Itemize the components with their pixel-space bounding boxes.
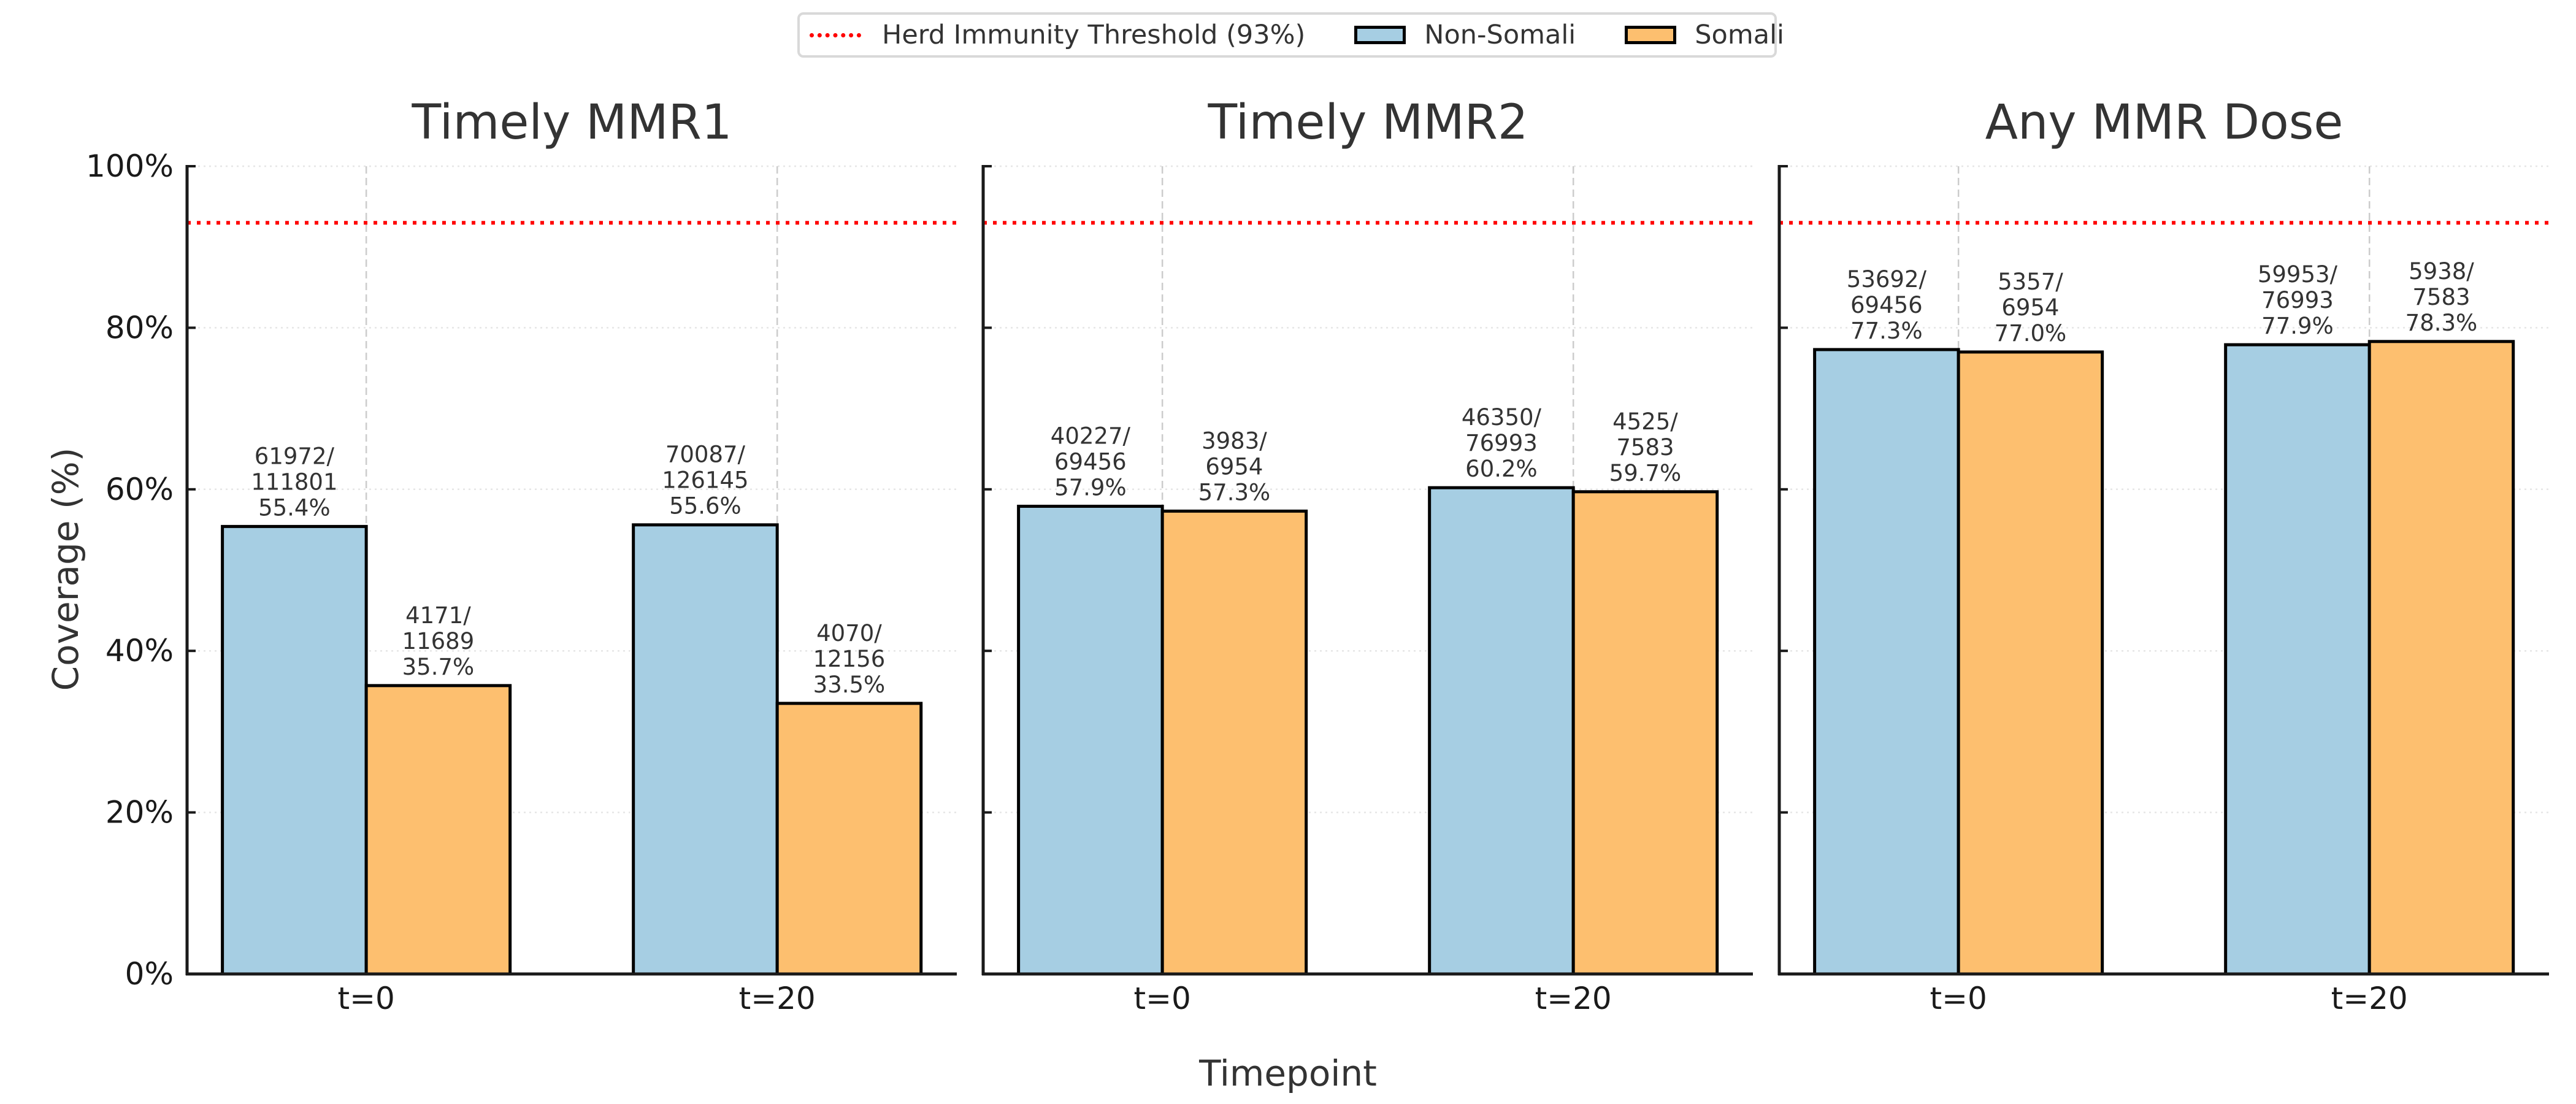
data-label-line: 59.7% bbox=[1609, 460, 1682, 486]
legend-label: Somali bbox=[1695, 20, 1784, 50]
bar-somali-t=20 bbox=[775, 702, 923, 976]
data-label-line: 57.9% bbox=[1054, 474, 1127, 500]
data-label: 70087/126145 55.6% bbox=[662, 442, 748, 519]
bar-somali-t=20 bbox=[1571, 490, 1719, 976]
data-label-line: 12156 bbox=[813, 646, 886, 672]
data-label-line: 76993 bbox=[2261, 287, 2334, 313]
data-label-line: 6954 bbox=[1205, 453, 1263, 480]
data-label: 4070/12156 33.5% bbox=[813, 620, 886, 698]
legend-label: Herd Immunity Threshold (93%) bbox=[882, 20, 1306, 50]
data-label-line: 77.0% bbox=[1995, 320, 2067, 347]
data-label: 4525/7583 59.7% bbox=[1609, 408, 1682, 486]
data-label-line: 69456 bbox=[1054, 448, 1127, 475]
data-label: 40227/69456 57.9% bbox=[1051, 423, 1131, 500]
data-label: 53692/69456 77.3% bbox=[1847, 266, 1927, 344]
x-tick-label: t=0 bbox=[1133, 981, 1190, 1016]
legend-dotted-line-icon bbox=[810, 33, 861, 37]
x-axis-label: Timepoint bbox=[1198, 1052, 1377, 1094]
legend-item-threshold: Herd Immunity Threshold (93%) bbox=[800, 20, 1305, 50]
data-label: 5938/7583 78.3% bbox=[2405, 258, 2478, 336]
data-label-line: 33.5% bbox=[813, 672, 886, 698]
bar-somali-t=0 bbox=[1957, 350, 2104, 976]
bar-non-somali-t=20 bbox=[2224, 343, 2371, 976]
x-tick-label: t=20 bbox=[2331, 981, 2408, 1016]
data-label-line: 5938/ bbox=[2409, 258, 2474, 285]
bar-non-somali-t=0 bbox=[1813, 348, 1960, 976]
data-label-line: 126145 bbox=[662, 467, 748, 494]
data-label-line: 78.3% bbox=[2405, 310, 2478, 336]
data-label: 5357/6954 77.0% bbox=[1995, 269, 2067, 347]
panel-timely-mmr2: 40227/69456 57.9% 46350/76993 60.2% 3983/695… bbox=[981, 95, 1753, 1016]
y-tick-label: 100% bbox=[86, 148, 174, 184]
data-label: 46350/76993 60.2% bbox=[1462, 404, 1542, 482]
data-label: 61972/111801 55.4% bbox=[251, 443, 337, 521]
panel-title: Timely MMR2 bbox=[1208, 95, 1528, 150]
data-label-line: 40227/ bbox=[1051, 423, 1131, 449]
y-tick-label: 40% bbox=[105, 633, 174, 669]
data-label-line: 60.2% bbox=[1465, 456, 1538, 482]
data-label-line: 61972/ bbox=[255, 443, 335, 469]
panel-title: Timely MMR1 bbox=[412, 95, 732, 150]
data-label-line: 111801 bbox=[251, 469, 337, 495]
data-label: 3983/6954 57.3% bbox=[1198, 427, 1271, 505]
bar-somali-t=20 bbox=[2367, 340, 2515, 976]
bar-non-somali-t=20 bbox=[632, 523, 779, 976]
y-axis-label: Coverage (%) bbox=[45, 448, 86, 691]
data-label-line: 69456 bbox=[1850, 292, 1923, 318]
legend-label: Non-Somali bbox=[1424, 20, 1576, 50]
data-label-line: 11689 bbox=[402, 628, 475, 654]
panel-any-mmr-dose: 53692/69456 77.3% 59953/76993 77.9% 5357/695… bbox=[1777, 95, 2549, 1016]
data-label: 4171/11689 35.7% bbox=[402, 602, 475, 680]
legend-item-somali: Somali bbox=[1625, 20, 1784, 50]
x-tick-label: t=0 bbox=[1930, 981, 1987, 1016]
data-label: 59953/76993 77.9% bbox=[2258, 261, 2338, 339]
data-label-line: 59953/ bbox=[2258, 261, 2338, 288]
bar-non-somali-t=0 bbox=[1017, 504, 1164, 976]
data-label-line: 70087/ bbox=[665, 442, 746, 468]
panel-timely-mmr1: 61972/111801 55.4% 70087/126145 55.6% 4171/1… bbox=[86, 95, 957, 1016]
data-label-line: 5357/ bbox=[1998, 269, 2063, 295]
legend: Herd Immunity Threshold (93%) Non-Somali… bbox=[797, 12, 1784, 58]
y-tick-label: 60% bbox=[105, 472, 174, 507]
panel-title: Any MMR Dose bbox=[1985, 95, 2344, 150]
x-tick-label: t=20 bbox=[1535, 981, 1612, 1016]
bar-non-somali-t=20 bbox=[1428, 486, 1575, 976]
y-tick-label: 20% bbox=[105, 795, 174, 830]
bar-somali-t=0 bbox=[1160, 509, 1308, 976]
legend-swatch-icon bbox=[1354, 26, 1406, 44]
data-label-line: 7583 bbox=[1616, 434, 1674, 461]
data-label-line: 3983/ bbox=[1202, 427, 1267, 454]
y-tick-label: 0% bbox=[125, 956, 174, 992]
data-label-line: 53692/ bbox=[1847, 266, 1927, 293]
data-label-line: 35.7% bbox=[402, 654, 475, 680]
data-label-line: 4525/ bbox=[1612, 408, 1678, 435]
data-label-line: 4070/ bbox=[816, 620, 882, 646]
data-label-line: 7583 bbox=[2412, 284, 2470, 310]
x-tick-label: t=20 bbox=[739, 981, 816, 1016]
bar-somali-t=0 bbox=[364, 684, 512, 976]
data-label-line: 55.4% bbox=[258, 494, 331, 521]
data-label-line: 55.6% bbox=[669, 493, 742, 519]
data-label-line: 4171/ bbox=[405, 602, 471, 629]
bar-non-somali-t=0 bbox=[221, 524, 368, 976]
data-label-line: 46350/ bbox=[1462, 404, 1542, 431]
y-tick-label: 80% bbox=[105, 310, 174, 345]
legend-swatch-icon bbox=[1625, 26, 1677, 44]
data-label-line: 76993 bbox=[1465, 430, 1538, 456]
data-label-line: 6954 bbox=[2001, 294, 2059, 321]
x-tick-label: t=0 bbox=[337, 981, 394, 1016]
data-label-line: 57.3% bbox=[1198, 479, 1271, 505]
legend-item-non-somali: Non-Somali bbox=[1354, 20, 1576, 50]
data-label-line: 77.9% bbox=[2261, 313, 2334, 339]
data-label-line: 77.3% bbox=[1850, 318, 1923, 344]
